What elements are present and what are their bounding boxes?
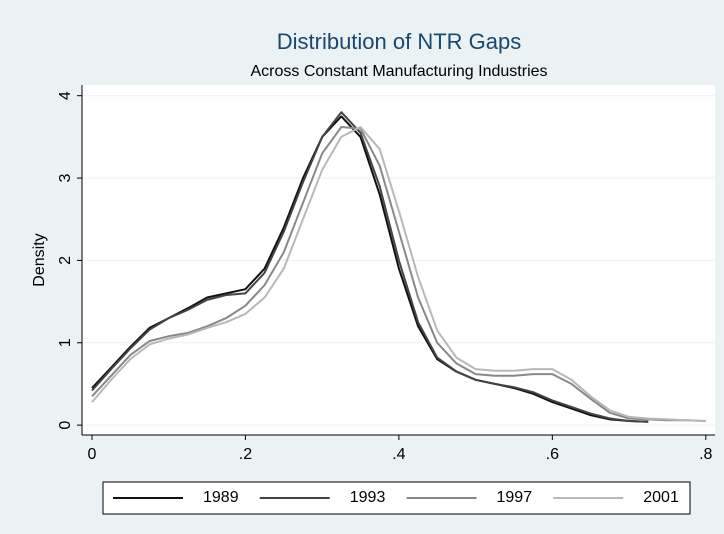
legend-label: 1993 <box>350 489 386 506</box>
x-tick-label: .4 <box>392 446 405 463</box>
y-axis-label: Density <box>31 233 48 286</box>
line <box>91 115 649 423</box>
chart-subtitle: Across Constant Manufacturing Industries <box>250 63 547 80</box>
x-tick-label: .6 <box>546 446 559 463</box>
legend-label: 1997 <box>497 489 533 506</box>
x-tick-label: .8 <box>699 446 712 463</box>
x-tick-label: 0 <box>88 446 97 463</box>
y-tick-label: 2 <box>57 256 74 265</box>
y-tick-label: 3 <box>57 174 74 183</box>
legend-label: 1989 <box>203 489 239 506</box>
y-tick-label: 1 <box>57 338 74 347</box>
chart-title: Distribution of NTR Gaps <box>277 29 522 54</box>
line <box>91 126 706 422</box>
legend-label: 2001 <box>643 489 679 506</box>
line <box>91 126 706 422</box>
x-tick-label: .2 <box>239 446 252 463</box>
y-tick-label: 0 <box>57 421 74 430</box>
y-tick-label: 4 <box>57 91 74 100</box>
line <box>91 111 649 423</box>
